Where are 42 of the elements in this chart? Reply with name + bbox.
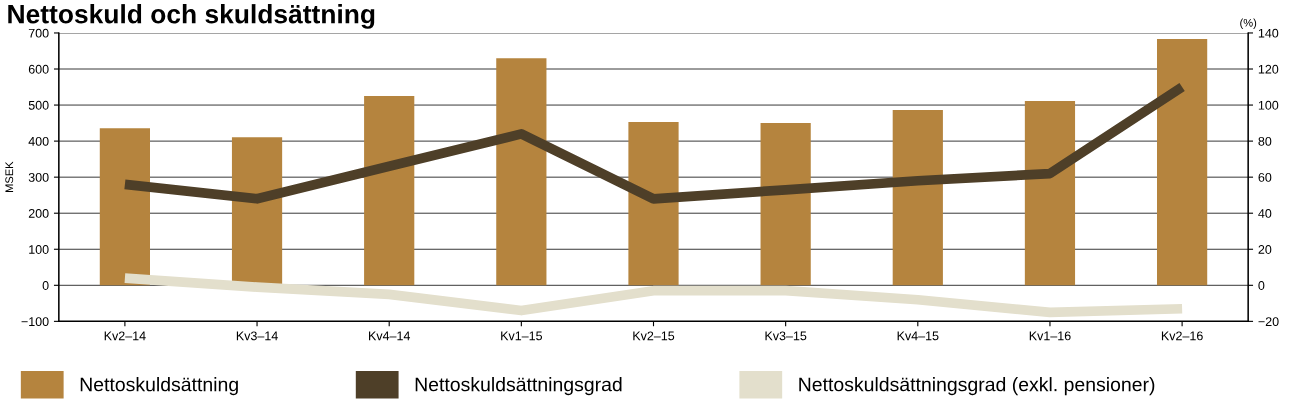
y-tick-label: 100 bbox=[29, 245, 49, 254]
legend-label: Nettoskuldsättningsgrad (exkl. pensioner) bbox=[799, 377, 1155, 396]
x-tick-label: Kv1–16 bbox=[1029, 331, 1071, 341]
bar bbox=[1157, 39, 1208, 286]
chart-title: Nettoskuld och skuldsättning bbox=[8, 4, 375, 29]
bar bbox=[496, 58, 547, 286]
y-tick-label: 300 bbox=[28, 172, 49, 182]
x-tick-label: Kv3–14 bbox=[236, 331, 278, 341]
legend-label: Nettoskuldsättning bbox=[80, 377, 238, 396]
bar bbox=[892, 110, 943, 286]
x-tick-label: Kv4–14 bbox=[369, 331, 411, 341]
bar bbox=[628, 122, 679, 286]
bar bbox=[1024, 101, 1076, 286]
y-tick-label: −100 bbox=[21, 317, 49, 327]
y2-tick-label: 120 bbox=[1258, 64, 1279, 74]
bar bbox=[364, 96, 415, 286]
bar bbox=[231, 137, 283, 286]
x-tick-label: Kv2–14 bbox=[104, 331, 146, 341]
y2-tick-label: −20 bbox=[1258, 317, 1279, 327]
y2-tick-label: 80 bbox=[1258, 136, 1272, 146]
y-tick-label: 600 bbox=[28, 64, 49, 74]
y-tick-label: 500 bbox=[28, 100, 49, 110]
y2-tick-label: 140 bbox=[1258, 28, 1279, 38]
y2-axis-title: (%) bbox=[1240, 18, 1257, 29]
legend-label: Nettoskuldsättningsgrad bbox=[415, 377, 622, 396]
y2-tick-label: 40 bbox=[1258, 209, 1272, 218]
y2-tick-label: 60 bbox=[1258, 172, 1272, 182]
y-tick-label: 0 bbox=[42, 281, 49, 290]
x-tick-label: Kv1–15 bbox=[501, 331, 543, 341]
y2-tick-label: 100 bbox=[1258, 100, 1279, 110]
y-axis-title: MSEK bbox=[5, 161, 14, 192]
y2-tick-label: 0 bbox=[1258, 281, 1265, 290]
x-tick-label: Kv3–15 bbox=[765, 331, 807, 341]
y-tick-label: 200 bbox=[28, 209, 49, 218]
y-tick-label: 700 bbox=[28, 28, 49, 38]
y2-tick-label: 20 bbox=[1258, 245, 1272, 254]
x-tick-label: Kv4–15 bbox=[897, 331, 939, 341]
bar bbox=[99, 128, 150, 286]
y-tick-label: 400 bbox=[28, 136, 49, 146]
x-tick-label: Kv2–15 bbox=[633, 331, 675, 341]
bar bbox=[760, 123, 811, 286]
x-tick-label: Kv2–16 bbox=[1161, 331, 1203, 341]
